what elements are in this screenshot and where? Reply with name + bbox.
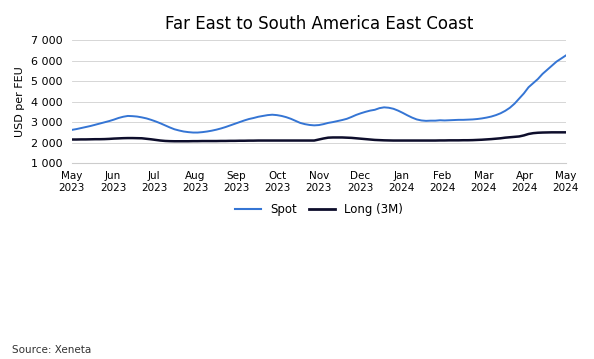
Title: Far East to South America East Coast: Far East to South America East Coast	[165, 15, 473, 33]
Text: Source: Xeneta: Source: Xeneta	[12, 345, 91, 355]
Y-axis label: USD per FEU: USD per FEU	[15, 66, 25, 137]
Legend: Spot, Long (3M): Spot, Long (3M)	[230, 199, 407, 221]
